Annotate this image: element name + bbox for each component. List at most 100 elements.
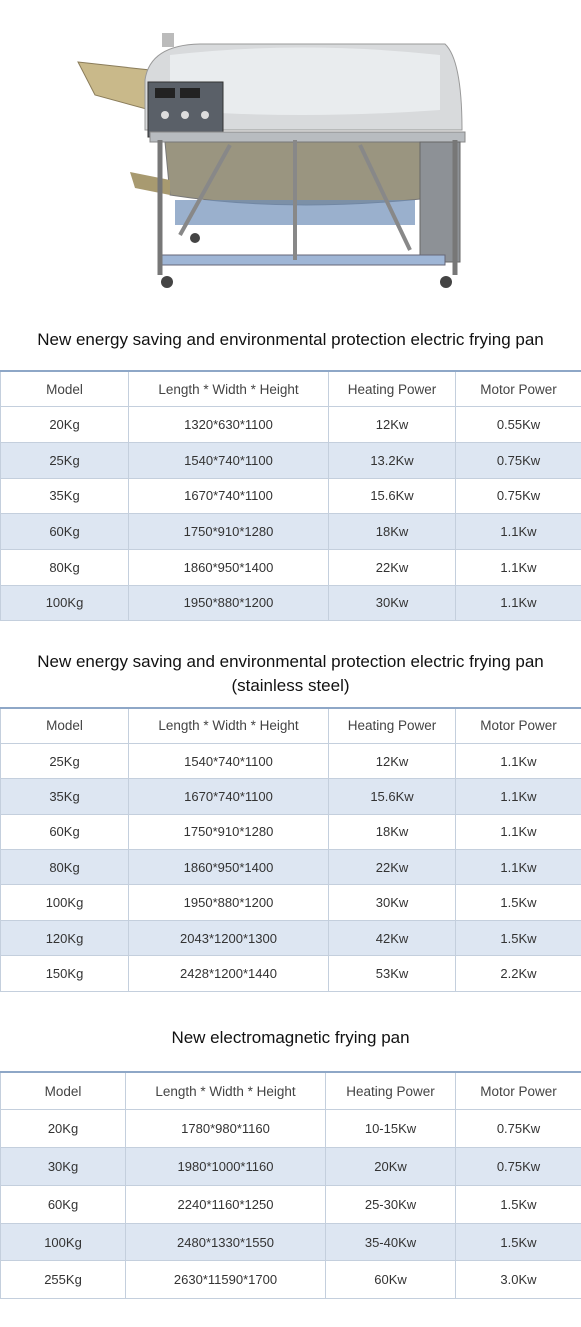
table-row: 60Kg 1750*910*1280 18Kw 1.1Kw (0, 813, 581, 851)
table-cell: 1860*950*1400 (128, 849, 329, 886)
table-cell: 30Kg (0, 1147, 126, 1186)
header-cell: Model (0, 370, 129, 408)
table-cell: 12Kw (328, 406, 456, 443)
table-cell: 20Kg (0, 406, 129, 443)
table-cell: 80Kg (0, 548, 129, 586)
table-cell: 25Kg (0, 441, 129, 479)
table-row: 100Kg 1950*880*1200 30Kw 1.1Kw (0, 584, 581, 622)
header-cell: Model (0, 1071, 126, 1111)
table-cell: 15.6Kw (328, 477, 456, 515)
table-cell: 1.5Kw (455, 1222, 581, 1262)
table-cell: 1860*950*1400 (128, 548, 329, 586)
table-cell: 25-30Kw (325, 1184, 456, 1224)
table-cell: 60Kw (325, 1260, 456, 1300)
table-cell: 3.0Kw (455, 1260, 581, 1300)
table-cell: 13.2Kw (328, 441, 456, 479)
table-cell: 1540*740*1100 (128, 441, 329, 479)
header-row: Model Length * Width * Height Heating Powe… (0, 707, 581, 744)
title-line: New energy saving and environmental prot… (37, 330, 544, 349)
table-cell: 120Kg (0, 919, 129, 957)
table-cell: 1780*980*1160 (125, 1109, 326, 1149)
header-row: Model Length * Width * Height Heating Powe… (0, 1071, 581, 1111)
table-row: 80Kg 1860*950*1400 22Kw 1.1Kw (0, 849, 581, 886)
table-cell: 0.75Kw (455, 477, 581, 515)
spec-table: Model Length * Width * Height Heating Powe… (0, 1071, 581, 1300)
table-cell: 42Kw (328, 919, 456, 957)
table-cell: 2043*1200*1300 (128, 919, 329, 957)
table-cell: 1.1Kw (455, 778, 581, 815)
table-cell: 1.1Kw (455, 849, 581, 886)
table-cell: 0.75Kw (455, 1109, 581, 1149)
table-row: 60Kg 1750*910*1280 18Kw 1.1Kw (0, 513, 581, 550)
table-cell: 20Kw (325, 1147, 456, 1186)
table-row: 35Kg 1670*740*1100 15.6Kw 1.1Kw (0, 778, 581, 815)
table-cell: 60Kg (0, 813, 129, 851)
table-cell: 1540*740*1100 (128, 742, 329, 780)
header-cell: Length * Width * Height (128, 370, 329, 408)
table-row: 20Kg 1780*980*1160 10-15Kw 0.75Kw (0, 1109, 581, 1149)
table-row: 20Kg 1320*630*1100 12Kw 0.55Kw (0, 406, 581, 443)
table-cell: 30Kw (328, 584, 456, 622)
table-cell: 22Kw (328, 548, 456, 586)
table-cell: 100Kg (0, 884, 129, 921)
table-cell: 0.55Kw (455, 406, 581, 443)
table-cell: 35-40Kw (325, 1222, 456, 1262)
table-row: 120Kg 2043*1200*1300 42Kw 1.5Kw (0, 919, 581, 957)
table-cell: 35Kg (0, 477, 129, 515)
table-cell: 1.1Kw (455, 742, 581, 780)
table-cell: 1.1Kw (455, 548, 581, 586)
section-title: New energy saving and environmental prot… (0, 328, 581, 352)
table-cell: 12Kw (328, 742, 456, 780)
table-row: 100Kg 2480*1330*1550 35-40Kw 1.5Kw (0, 1222, 581, 1262)
table-cell: 1.1Kw (455, 813, 581, 851)
table-cell: 22Kw (328, 849, 456, 886)
table-cell: 1980*1000*1160 (125, 1147, 326, 1186)
table-row: 150Kg 2428*1200*1440 53Kw 2.2Kw (0, 955, 581, 992)
spec-table: Model Length * Width * Height Heating Powe… (0, 707, 581, 992)
table-cell: 1750*910*1280 (128, 813, 329, 851)
table-row: 35Kg 1670*740*1100 15.6Kw 0.75Kw (0, 477, 581, 515)
table-cell: 1950*880*1200 (128, 884, 329, 921)
table-row: 25Kg 1540*740*1100 13.2Kw 0.75Kw (0, 441, 581, 479)
table-cell: 2428*1200*1440 (128, 955, 329, 992)
title-line: (stainless steel) (231, 676, 350, 695)
table-cell: 18Kw (328, 813, 456, 851)
table-row: 25Kg 1540*740*1100 12Kw 1.1Kw (0, 742, 581, 780)
header-cell: Heating Power (325, 1071, 456, 1111)
table-cell: 255Kg (0, 1260, 126, 1300)
table-cell: 1.1Kw (455, 584, 581, 622)
table-cell: 20Kg (0, 1109, 126, 1149)
table-cell: 100Kg (0, 1222, 126, 1262)
header-cell: Motor Power (455, 370, 581, 408)
table-cell: 2480*1330*1550 (125, 1222, 326, 1262)
table-cell: 2240*1160*1250 (125, 1184, 326, 1224)
table-cell: 0.75Kw (455, 441, 581, 479)
table-cell: 1670*740*1100 (128, 477, 329, 515)
table-cell: 1.5Kw (455, 1184, 581, 1224)
table-cell: 80Kg (0, 849, 129, 886)
spec-table: Model Length * Width * Height Heating Powe… (0, 370, 581, 622)
table-row: 30Kg 1980*1000*1160 20Kw 0.75Kw (0, 1147, 581, 1186)
table-cell: 53Kw (328, 955, 456, 992)
table-cell: 0.75Kw (455, 1147, 581, 1186)
header-cell: Heating Power (328, 370, 456, 408)
section-title: New electromagnetic frying pan (0, 1026, 581, 1050)
title-line: New electromagnetic frying pan (171, 1028, 410, 1047)
table-cell: 1750*910*1280 (128, 513, 329, 550)
table-cell: 60Kg (0, 513, 129, 550)
table-row: 255Kg 2630*11590*1700 60Kw 3.0Kw (0, 1260, 581, 1300)
header-cell: Motor Power (455, 1071, 581, 1111)
header-cell: Length * Width * Height (125, 1071, 326, 1111)
header-row: Model Length * Width * Height Heating Powe… (0, 370, 581, 408)
product-photo (0, 0, 581, 310)
title-line: New energy saving and environmental prot… (37, 652, 544, 671)
section-title: New energy saving and environmental prot… (0, 650, 581, 698)
table-cell: 15.6Kw (328, 778, 456, 815)
table-cell: 100Kg (0, 584, 129, 622)
table-row: 60Kg 2240*1160*1250 25-30Kw 1.5Kw (0, 1184, 581, 1224)
table-cell: 2.2Kw (455, 955, 581, 992)
table-cell: 2630*11590*1700 (125, 1260, 326, 1300)
table-cell: 150Kg (0, 955, 129, 992)
table-row: 80Kg 1860*950*1400 22Kw 1.1Kw (0, 548, 581, 586)
